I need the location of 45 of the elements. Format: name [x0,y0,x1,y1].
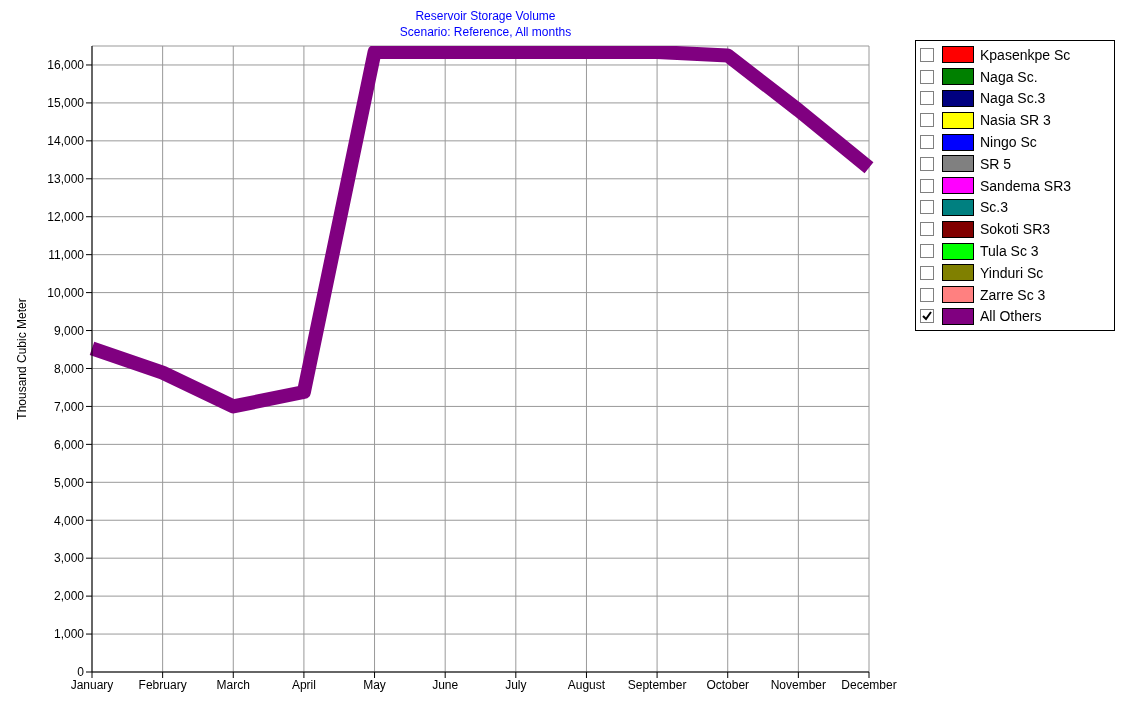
x-tick-label: January [70,677,114,692]
legend-label: Yinduri Sc [980,264,1044,281]
y-tick-label: 10,000 [47,285,85,300]
y-tick-label: 9,000 [53,323,85,338]
x-tick-label: March [216,677,250,692]
legend-label: Zarre Sc 3 [980,286,1046,303]
x-tick-label: February [138,677,187,692]
x-tick-label: June [432,677,459,692]
legend-label: Tula Sc 3 [980,243,1039,260]
legend-label: Ningo Sc [980,134,1037,151]
legend-label: Sokoti SR3 [980,221,1051,238]
y-tick-label: 11,000 [48,247,85,262]
y-tick-label: 15,000 [47,96,85,111]
chart-subtitle: Scenario: Reference, All months [398,24,573,40]
y-tick-label: 4,000 [53,513,85,528]
y-tick-label: 7,000 [53,399,85,414]
legend-label: Naga Sc.3 [980,90,1046,107]
x-tick-label: July [505,677,527,692]
x-tick-label: November [770,677,827,692]
legend-label: Sc.3 [980,199,1009,216]
x-tick-label: April [291,677,316,692]
y-tick-label: 5,000 [53,475,85,490]
y-tick-label: 1,000 [53,627,85,642]
y-axis-title: Thousand Cubic Meter [15,298,30,420]
legend-label: SR 5 [980,155,1012,172]
x-tick-label: December [841,677,897,692]
y-tick-label: 13,000 [47,172,85,187]
y-tick-label: 16,000 [47,58,85,73]
y-tick-label: 6,000 [53,437,85,452]
legend-label: Nasia SR 3 [980,112,1051,129]
y-tick-label: 12,000 [47,209,85,224]
y-tick-label: 8,000 [53,361,85,376]
x-tick-label: May [363,677,386,692]
x-tick-label: August [567,677,606,692]
y-tick-label: 3,000 [53,551,85,566]
y-tick-label: 14,000 [47,134,85,149]
legend-label: Naga Sc. [980,68,1038,85]
legend-label: Kpasenkpe Sc [980,46,1071,63]
legend-label: All Others [980,308,1042,325]
x-tick-label: October [706,677,750,692]
chart-title: Reservoir Storage Volume [414,8,557,24]
y-tick-label: 0 [77,665,85,680]
y-tick-label: 2,000 [53,589,85,604]
x-tick-label: September [627,677,687,692]
legend-label: Sandema SR3 [980,177,1072,194]
